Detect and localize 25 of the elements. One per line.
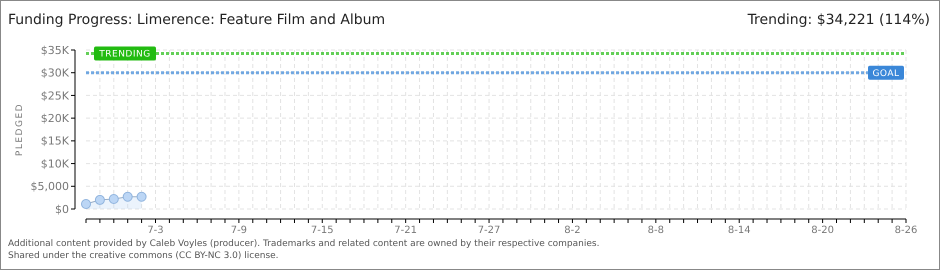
x-tick-label: 8-26 [894,225,918,236]
y-tick-label: $5,000 [30,180,69,194]
y-axis-title: PLEDGED [15,102,25,156]
x-tick-label: 7-3 [147,225,164,236]
y-tick-label: $20K [40,112,70,125]
ref-line-label: TRENDING [98,50,151,60]
y-tick-label: $15K [40,134,70,148]
x-tick-label: 8-14 [728,225,751,236]
x-tick-label: 8-8 [648,225,664,236]
y-tick-label: $10K [40,157,70,170]
y-tick-label: $25K [40,89,70,102]
x-tick-label: 7-9 [230,225,248,236]
text: Shared under the creative commons (CC BY-NC 3.0) license. [8,251,279,261]
chart-subtitle: Trending: $34,221 (114%) [746,12,930,28]
y-tick-label: $30K [40,66,70,80]
x-tick-label: 8-20 [811,225,834,236]
y-tick-label: $35K [40,44,70,57]
x-tick-label: 8-2 [564,225,581,236]
y-tick-label: $0 [55,202,69,216]
text: Additional content provided by Caleb Voyles (producer). Trademarks and related content are owned by their respective companies. [8,239,600,249]
x-tick-label: 7-15 [310,225,334,236]
ref-line-label: GOAL [872,68,900,79]
chart-title: Funding Progress: Limerence: Feature Film and Album [8,12,386,28]
x-tick-label: 7-27 [478,225,500,236]
x-tick-label: 7-21 [394,225,418,236]
